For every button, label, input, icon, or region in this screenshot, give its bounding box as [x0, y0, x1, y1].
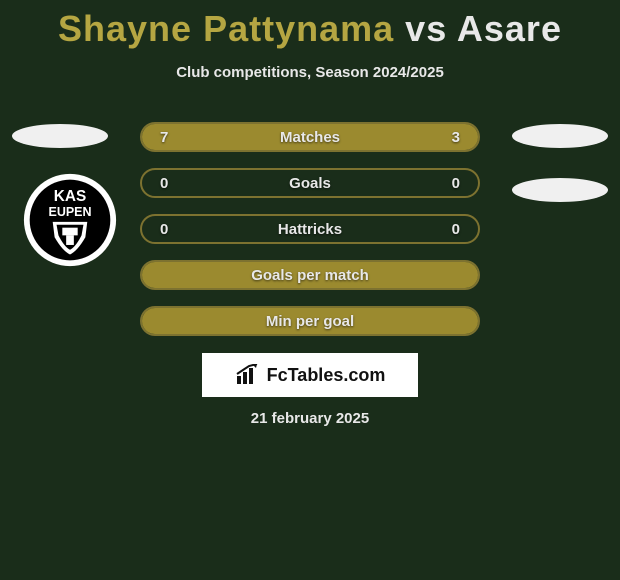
stat-bars: 7 Matches 3 0 Goals 0 0 Hattricks 0 Goal… [140, 122, 480, 352]
date: 21 february 2025 [0, 410, 620, 427]
stat-row-matches: 7 Matches 3 [140, 122, 480, 152]
comparison-title: Shayne Pattynama vs Asare [0, 0, 620, 50]
badge-text-top: KAS [54, 188, 86, 205]
stat-row-goals-per-match: Goals per match [140, 260, 480, 290]
player1-name: Shayne Pattynama [58, 8, 394, 49]
subtitle: Club competitions, Season 2024/2025 [0, 64, 620, 81]
stat-value-right: 0 [452, 170, 460, 196]
player1-club-badge: KAS EUPEN [22, 172, 118, 268]
stat-label: Min per goal [142, 308, 478, 334]
vs-label: vs [405, 8, 447, 49]
stat-value-right: 3 [452, 124, 460, 150]
stat-row-goals: 0 Goals 0 [140, 168, 480, 198]
badge-text-bottom: EUPEN [49, 205, 92, 219]
stat-row-hattricks: 0 Hattricks 0 [140, 214, 480, 244]
bar-chart-icon [235, 364, 261, 386]
watermark: FcTables.com [202, 353, 418, 397]
player2-club-placeholder [512, 178, 608, 202]
player2-photo-placeholder [512, 124, 608, 148]
stat-label: Goals per match [142, 262, 478, 288]
stat-label: Hattricks [142, 216, 478, 242]
stat-row-min-per-goal: Min per goal [140, 306, 480, 336]
watermark-text: FcTables.com [267, 365, 386, 386]
stat-label: Matches [142, 124, 478, 150]
stat-value-right: 0 [452, 216, 460, 242]
player1-photo-placeholder [12, 124, 108, 148]
player2-name: Asare [457, 8, 562, 49]
stat-label: Goals [142, 170, 478, 196]
